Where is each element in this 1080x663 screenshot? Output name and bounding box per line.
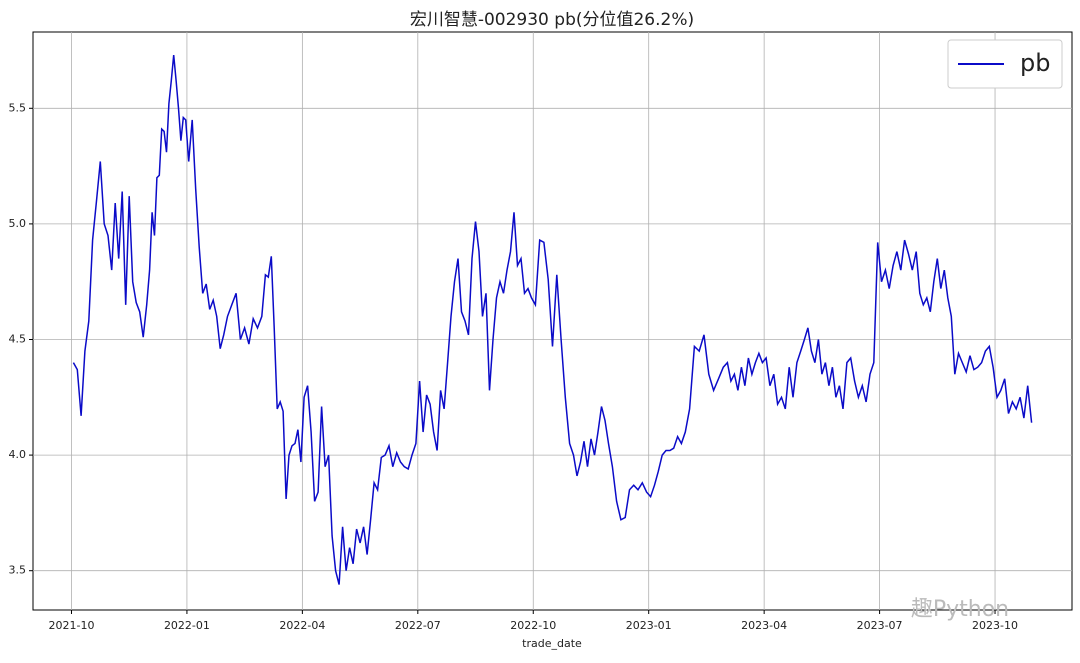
chart-title: 宏川智慧-002930 pb(分位值26.2%) — [410, 10, 694, 30]
plot-frame — [32, 31, 1073, 611]
y-tick-label: 4.5 — [9, 332, 27, 345]
y-tick-label: 3.5 — [9, 564, 27, 577]
x-axis-label: trade_date — [522, 637, 582, 650]
y-tick-label: 4.0 — [9, 448, 27, 461]
x-tick-label: 2022-10 — [510, 619, 556, 632]
watermark: 趣Python — [911, 597, 1009, 622]
legend-box — [947, 39, 1063, 89]
x-tick-label: 2023-01 — [626, 619, 672, 632]
x-tick-label: 2023-04 — [741, 619, 787, 632]
x-tick-label: 2022-07 — [395, 619, 441, 632]
legend-label: pb — [1020, 49, 1050, 77]
x-tick-label: 2022-01 — [164, 619, 210, 632]
data-line — [72, 55, 1033, 585]
x-tick-label: 2022-04 — [279, 619, 325, 632]
y-tick-label: 5.0 — [9, 217, 27, 230]
x-tick-label: 2023-10 — [972, 619, 1018, 632]
x-tick-label: 2021-10 — [48, 619, 94, 632]
x-tick-label: 2023-07 — [857, 619, 903, 632]
y-tick-label: 5.5 — [9, 101, 27, 114]
